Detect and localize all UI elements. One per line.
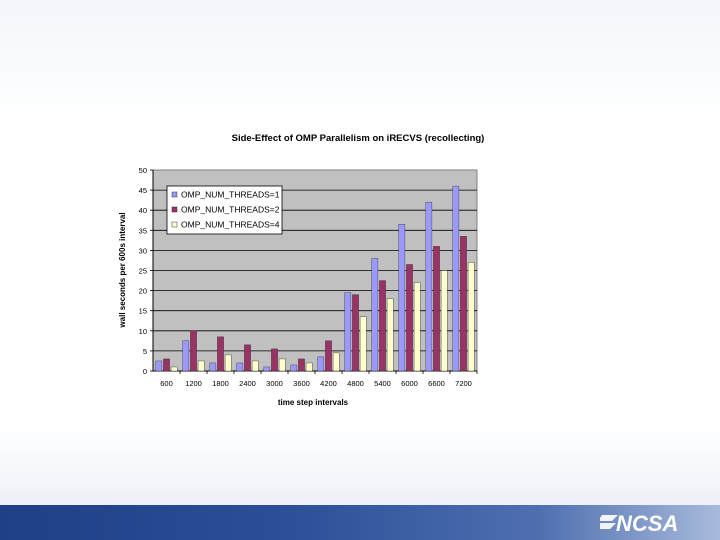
bar-1-5400 bbox=[371, 258, 379, 372]
footer-bar bbox=[0, 505, 720, 540]
legend-box bbox=[166, 185, 283, 235]
bar-1-4200 bbox=[317, 356, 325, 372]
legend-label: OMP_NUM_THREADS=1 bbox=[181, 190, 280, 200]
bar-3-6600 bbox=[440, 270, 448, 372]
legend: OMP_NUM_THREADS=1 OMP_NUM_THREADS=2 OMP_NU… bbox=[166, 185, 283, 235]
legend-label: OMP_NUM_THREADS=2 bbox=[181, 205, 280, 215]
bar-2-6600 bbox=[433, 246, 440, 372]
bar-3-4800 bbox=[359, 316, 367, 372]
bar-3-3600 bbox=[305, 362, 313, 372]
chart-title: Side-Effect of OMP Parallelism on iRECVS… bbox=[232, 133, 485, 144]
bar-2-3000 bbox=[271, 348, 278, 372]
bar-2-2400 bbox=[244, 344, 251, 372]
bar-1-1800 bbox=[209, 362, 217, 372]
bar-3-7200 bbox=[467, 262, 475, 372]
y-tick-label: 25 bbox=[139, 267, 147, 276]
x-tick-label: 6600 bbox=[428, 379, 445, 388]
bar-1-7200 bbox=[452, 185, 460, 372]
bar-2-600 bbox=[163, 358, 170, 372]
bar-1-6600 bbox=[425, 201, 433, 372]
plot-area: 0 5 10 15 20 25 30 35 40 45 50 600 1200 1800 2400 3000 3… bbox=[139, 166, 478, 388]
legend-swatch bbox=[171, 206, 178, 213]
y-tick-label: 10 bbox=[139, 327, 147, 336]
x-tick-label: 7200 bbox=[455, 379, 472, 388]
x-tick-label: 600 bbox=[160, 379, 173, 388]
ncsa-logo-swoosh-icon bbox=[600, 515, 618, 529]
bar-2-4200 bbox=[325, 340, 332, 372]
y-tick-label: 30 bbox=[139, 246, 147, 255]
x-tick-label: 1800 bbox=[212, 379, 229, 388]
y-tick-label: 5 bbox=[143, 347, 147, 356]
x-tick-label: 6000 bbox=[401, 379, 418, 388]
y-tick-label: 40 bbox=[139, 206, 147, 215]
y-tick-label: 0 bbox=[143, 367, 147, 376]
y-tick-label: 15 bbox=[139, 307, 147, 316]
x-tick-label: 4200 bbox=[320, 379, 337, 388]
bar-2-5400 bbox=[379, 280, 386, 372]
bar-3-3000 bbox=[278, 358, 286, 372]
bar-1-4800 bbox=[344, 292, 352, 372]
x-tick-label: 3000 bbox=[266, 379, 283, 388]
y-tick-label: 35 bbox=[139, 226, 147, 235]
bar-3-2400 bbox=[251, 360, 259, 372]
bar-3-6000 bbox=[413, 282, 421, 372]
y-tick-label: 20 bbox=[139, 287, 147, 296]
bar-3-1200 bbox=[197, 360, 205, 372]
bar-1-6000 bbox=[398, 224, 406, 372]
x-tick-label: 3600 bbox=[293, 379, 310, 388]
bar-1-600 bbox=[155, 360, 163, 372]
legend-swatch bbox=[171, 191, 178, 198]
bar-2-1800 bbox=[217, 336, 224, 372]
bar-2-3600 bbox=[298, 358, 305, 372]
bar-3-1800 bbox=[224, 354, 232, 372]
bar-1-3600 bbox=[290, 364, 298, 372]
x-tick-label: 4800 bbox=[347, 379, 364, 388]
logo-text: NCSA bbox=[616, 511, 678, 536]
x-tick-label: 2400 bbox=[239, 379, 256, 388]
bar-2-4800 bbox=[352, 294, 359, 372]
legend-swatch bbox=[171, 221, 178, 228]
bar-2-6000 bbox=[406, 264, 413, 372]
bar-1-2400 bbox=[236, 362, 244, 372]
y-axis-label: wall seconds per 600s interval bbox=[118, 212, 127, 328]
x-tick-label: 5400 bbox=[374, 379, 391, 388]
bar-3-600 bbox=[170, 366, 178, 372]
bar-3-5400 bbox=[386, 298, 394, 372]
bar-1-3000 bbox=[263, 366, 271, 372]
bar-2-1200 bbox=[190, 330, 197, 372]
x-tick-label: 1200 bbox=[185, 379, 202, 388]
bar-chart: Side-Effect of OMP Parallelism on iRECVS… bbox=[118, 133, 485, 407]
y-tick-label: 50 bbox=[139, 166, 147, 175]
chart-area: Side-Effect of OMP Parallelism on iRECVS… bbox=[105, 118, 615, 418]
legend-label: OMP_NUM_THREADS=4 bbox=[181, 220, 280, 230]
bar-1-1200 bbox=[182, 340, 190, 372]
bar-3-4200 bbox=[332, 352, 340, 372]
ncsa-logo: NCSA bbox=[600, 511, 678, 536]
bar-2-7200 bbox=[460, 236, 467, 372]
y-tick-label: 45 bbox=[139, 186, 147, 195]
x-axis-label: time step intervals bbox=[278, 398, 349, 407]
